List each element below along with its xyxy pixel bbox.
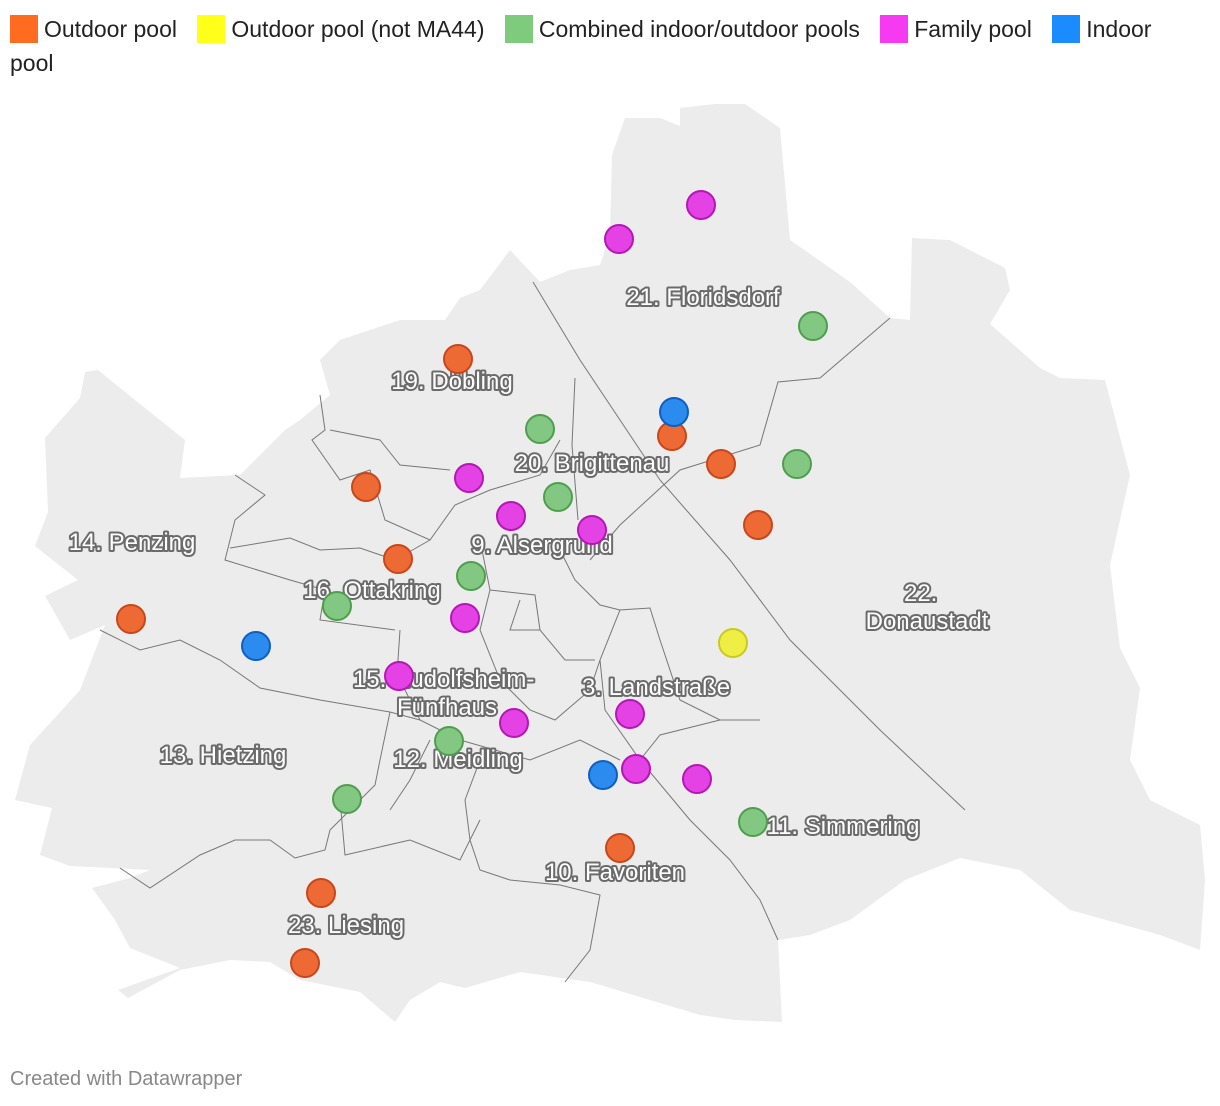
district-label-donaustadt-line2: Donaustadt xyxy=(866,608,989,635)
pool-marker-combined[interactable] xyxy=(456,561,486,591)
pool-marker-indoor[interactable] xyxy=(241,631,271,661)
pool-marker-family[interactable] xyxy=(621,754,651,784)
pool-markers xyxy=(116,190,828,978)
pool-marker-outdoor[interactable] xyxy=(743,510,773,540)
pool-marker-family[interactable] xyxy=(615,699,645,729)
district-label-rudolfsheim: 15. Rudolfsheim- Fünfhaus xyxy=(353,666,541,721)
district-label-favoriten: 10. Favoriten xyxy=(545,859,685,886)
pool-marker-combined[interactable] xyxy=(798,311,828,341)
pool-marker-outdoor[interactable] xyxy=(351,472,381,502)
pool-marker-family[interactable] xyxy=(496,501,526,531)
pool-marker-outdoor[interactable] xyxy=(290,948,320,978)
legend-item-family[interactable]: Family pool xyxy=(880,15,1032,43)
pool-marker-combined[interactable] xyxy=(543,482,573,512)
footer-credit: Created with Datawrapper xyxy=(10,1068,243,1090)
legend-item-outdoor[interactable]: Outdoor pool xyxy=(10,15,177,43)
district-label-floridsdorf: 21. Floridsdorf xyxy=(626,284,780,311)
pool-marker-combined[interactable] xyxy=(322,591,352,621)
pool-marker-outdoor[interactable] xyxy=(306,878,336,908)
pool-marker-family[interactable] xyxy=(577,515,607,545)
district-label-simmering: 11. Simmering xyxy=(767,813,920,840)
legend-swatch-outdoor xyxy=(10,15,38,43)
pool-marker-combined[interactable] xyxy=(738,807,768,837)
pool-marker-indoor[interactable] xyxy=(659,397,689,427)
pool-marker-outdoor[interactable] xyxy=(706,449,736,479)
legend-item-indoor[interactable]: Indoor pool xyxy=(10,15,1152,76)
pool-marker-family[interactable] xyxy=(686,190,716,220)
district-label-donaustadt: 22. Donaustadt xyxy=(866,580,989,635)
district-labels: 21. Floridsdorf 19. Döbling 20. Brigitte… xyxy=(67,282,991,941)
pool-marker-outdoor[interactable] xyxy=(116,604,146,634)
legend: Outdoor pool Outdoor pool (not MA44) Com… xyxy=(10,12,1210,80)
pool-marker-family[interactable] xyxy=(454,463,484,493)
district-label-hietzing: 13. Hietzing xyxy=(160,742,287,769)
district-label-brigittenau: 20. Brigittenau xyxy=(515,450,670,477)
district-label-liesing: 23. Liesing xyxy=(288,912,404,939)
legend-swatch-outdoor-not-ma44 xyxy=(197,15,226,43)
legend-swatch-combined xyxy=(504,15,533,43)
pool-marker-combined[interactable] xyxy=(525,414,555,444)
legend-label-outdoor: Outdoor pool xyxy=(44,16,177,42)
district-label-landstrasse: 3. Landstraße xyxy=(582,674,730,701)
legend-item-outdoor-not-ma44[interactable]: Outdoor pool (not MA44) xyxy=(197,15,485,43)
legend-label-indoor: Indoor pool xyxy=(10,16,1152,76)
legend-swatch-family xyxy=(880,15,909,43)
pool-marker-family[interactable] xyxy=(384,661,414,691)
pool-marker-family[interactable] xyxy=(450,603,480,633)
pool-marker-family[interactable] xyxy=(682,764,712,794)
pool-marker-combined[interactable] xyxy=(434,726,464,756)
legend-swatch-indoor xyxy=(1052,15,1081,43)
pool-marker-family[interactable] xyxy=(604,224,634,254)
pool-marker-combined[interactable] xyxy=(782,449,812,479)
city-outline xyxy=(15,104,1205,1022)
legend-label-family: Family pool xyxy=(914,16,1032,42)
pool-marker-outdoor[interactable] xyxy=(383,544,413,574)
pool-marker-indoor[interactable] xyxy=(588,760,618,790)
pool-marker-outdoor-not-ma44[interactable] xyxy=(718,628,748,658)
district-label-penzing: 14. Penzing xyxy=(69,529,196,556)
pool-marker-outdoor[interactable] xyxy=(443,344,473,374)
legend-label-outdoor-not-ma44: Outdoor pool (not MA44) xyxy=(231,16,485,42)
district-label-rudolfsheim-line1: 15. Rudolfsheim- xyxy=(353,666,534,693)
district-label-donaustadt-line1: 22. xyxy=(904,580,937,607)
district-label-rudolfsheim-line2: Fünfhaus xyxy=(397,694,497,721)
pool-marker-family[interactable] xyxy=(499,708,529,738)
pool-marker-combined[interactable] xyxy=(332,784,362,814)
legend-label-combined: Combined indoor/outdoor pools xyxy=(538,16,860,42)
legend-item-combined[interactable]: Combined indoor/outdoor pools xyxy=(504,15,860,43)
pool-marker-outdoor[interactable] xyxy=(605,833,635,863)
